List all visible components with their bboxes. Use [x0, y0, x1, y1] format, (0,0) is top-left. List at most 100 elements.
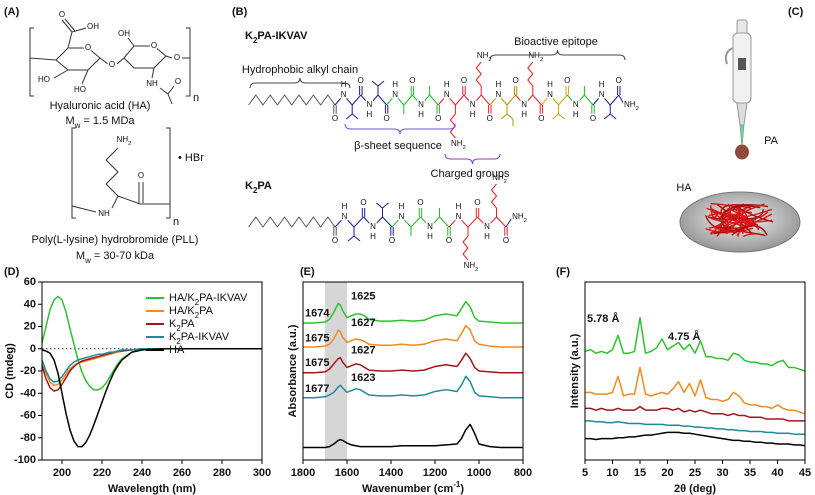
fiber: [720, 222, 736, 235]
text-run: H: [367, 110, 373, 119]
atom-label: NH2: [464, 261, 479, 272]
text-run: PA: [764, 135, 779, 147]
text-run: HO: [38, 75, 50, 84]
bond: [105, 147, 119, 197]
region-label: Hydrophobic alkyl chain: [242, 64, 358, 76]
panel-label: (C): [788, 6, 804, 18]
text-run: O: [151, 41, 157, 50]
atom-label: OH: [118, 29, 130, 38]
text-run: M: [66, 115, 75, 127]
pipette-shaft: [736, 102, 748, 126]
compound-name: Poly(L-lysine) hydrobromide (PLL): [32, 234, 199, 246]
text-run: 4.75 Å: [668, 330, 700, 343]
text-run: H: [470, 110, 476, 119]
atom-label: NH2: [624, 100, 639, 111]
legend-label: K2PA-IKVAV: [169, 331, 230, 346]
series-line: [303, 324, 523, 348]
series-line: [41, 348, 262, 392]
atom-label: O: [389, 236, 395, 245]
bond: [55, 47, 101, 71]
script-text: 2: [463, 145, 466, 151]
x-tick-label: 260: [173, 467, 191, 479]
x-tick-label: 1000: [467, 467, 491, 479]
x-tick-label: 200: [53, 467, 71, 479]
bond: [429, 94, 439, 106]
atom-label: NH2: [117, 135, 132, 146]
text-run: O: [59, 10, 65, 19]
pa-label: PA: [764, 135, 779, 147]
atom-label: O: [564, 76, 570, 85]
text-run: (A): [4, 6, 20, 18]
y-axis-label: CD (mdeg): [4, 343, 16, 399]
text-run: CD (mdeg): [4, 343, 16, 399]
atom-label: N: [341, 90, 347, 99]
x-tick-label: 1600: [335, 467, 359, 479]
text-run: O: [175, 77, 181, 86]
atom-label: O: [417, 198, 423, 207]
text-run: 1674: [305, 307, 330, 319]
atom-label: H: [470, 110, 476, 119]
y-tick-label: -60: [20, 409, 36, 421]
bond: [566, 94, 577, 106]
fiber: [724, 207, 747, 220]
text-run: 40: [771, 467, 783, 479]
x-tick-label: 45: [799, 467, 811, 479]
atom-label: O: [461, 76, 467, 85]
bond: [410, 216, 421, 228]
text-run: PA: [199, 305, 214, 317]
text-run: 1200: [423, 467, 447, 479]
bond: [458, 216, 469, 228]
y-axis-label: Absorbance (a.u.): [287, 324, 299, 417]
x-tick-label: 10: [606, 467, 618, 479]
x-tick-label: 15: [634, 467, 646, 479]
atom-label: NH: [146, 79, 158, 88]
text-run: OH: [118, 29, 130, 38]
text-run: O: [446, 236, 452, 245]
x-tick-label: 25: [689, 467, 701, 479]
text-run: O: [409, 76, 415, 85]
atom-label: H: [444, 80, 450, 89]
atom-label: H: [521, 110, 527, 119]
text-run: O: [590, 114, 596, 123]
bond: [151, 67, 155, 79]
text-run: 1627: [351, 345, 375, 357]
atom-label: HO: [74, 85, 86, 94]
bond: [127, 37, 135, 47]
bond: [506, 94, 516, 106]
text-run: 40: [24, 298, 36, 310]
text-run: N: [418, 100, 424, 109]
text-run: O: [85, 43, 91, 52]
text-run: O: [538, 114, 544, 123]
atom-label: N: [427, 222, 433, 231]
x-axis-label: Wavenumber (cm-1): [362, 480, 464, 495]
atom-label: H: [399, 202, 405, 211]
script-text: 2: [195, 311, 199, 320]
text-run: 240: [133, 467, 151, 479]
text-run: 1400: [379, 467, 403, 479]
atom-label: O: [383, 114, 389, 123]
bond: [117, 195, 141, 205]
atom-label: O: [512, 76, 518, 85]
peak-label: 1625: [351, 290, 375, 302]
text-run: Wavenumber (cm: [362, 483, 454, 495]
bond: [412, 94, 422, 106]
atom-label: NH2: [528, 51, 543, 62]
text-run: N: [341, 90, 347, 99]
text-run: 280: [213, 467, 231, 479]
bond: [592, 94, 602, 106]
fiber: [732, 203, 769, 211]
brace: [344, 123, 456, 135]
series-line: [303, 300, 523, 324]
atom-label: O: [503, 236, 509, 245]
bond: [116, 57, 125, 65]
bond: [505, 216, 513, 228]
series-line: [41, 348, 262, 387]
panel-label: (A): [4, 6, 20, 18]
bond: [394, 94, 405, 106]
panel-label: (E): [300, 266, 315, 278]
x-tick-label: 1200: [423, 467, 447, 479]
text-run: PA-IKVAV: [181, 331, 230, 343]
bond: [371, 80, 379, 87]
text-run: O: [435, 114, 441, 123]
